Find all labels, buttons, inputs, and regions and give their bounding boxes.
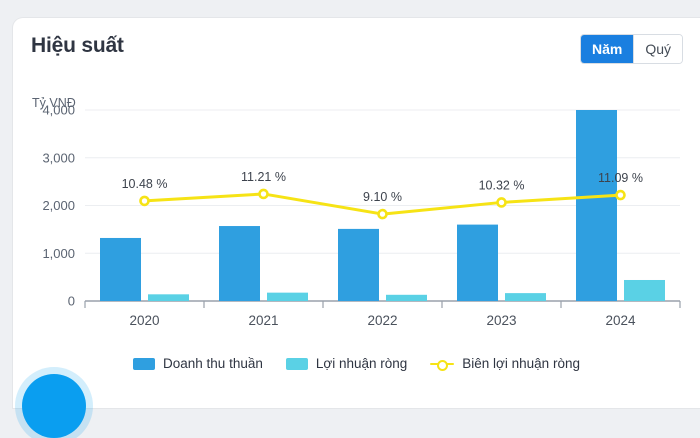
margin-line-value-label: 11.09 %: [598, 171, 643, 185]
margin-line-value-label: 10.32 %: [479, 178, 525, 192]
page-root: Hiệu suất Năm Quý Tỷ VNĐ 0 1,000 2,000 3,00…: [13, 18, 700, 438]
chart-plot-area: 0 1,000 2,000 3,000 4,000 2020 2021 2022 2023 202…: [13, 18, 700, 408]
legend-line-dot-icon: [437, 359, 449, 371]
x-axis-category-label: 2022: [367, 313, 397, 328]
y-axis-tick-label: 2,000: [42, 198, 75, 213]
y-axis-tick-label: 0: [68, 294, 75, 309]
legend-swatch-revenue: [133, 357, 156, 370]
bar-profit[interactable]: [624, 279, 665, 301]
margin-line-point[interactable]: [258, 188, 269, 200]
legend-marker-margin: [430, 358, 455, 371]
x-axis-category-label: 2024: [605, 313, 636, 328]
legend-label-margin: Biên lợi nhuận ròng: [462, 356, 580, 371]
x-axis-category-label: 2020: [129, 313, 159, 328]
margin-line-point[interactable]: [139, 195, 150, 207]
bar-profit[interactable]: [267, 292, 308, 301]
bar-profit[interactable]: [148, 294, 189, 301]
chart-legend: Doanh thu thuần Lợi nhuận ròng Biên lợi …: [13, 356, 700, 371]
y-axis-tick-label: 1,000: [42, 246, 75, 261]
bar-revenue[interactable]: [576, 110, 617, 301]
margin-line-value-label: 9.10 %: [363, 190, 402, 204]
y-axis-unit-label: Tỷ VNĐ: [32, 96, 76, 110]
bar-profit[interactable]: [386, 294, 427, 301]
margin-line-point[interactable]: [615, 189, 626, 201]
margin-line-value-label: 11.21 %: [241, 170, 286, 184]
margin-line-point[interactable]: [496, 197, 507, 208]
bar-revenue[interactable]: [219, 226, 260, 301]
bar-revenue[interactable]: [457, 224, 498, 301]
x-axis-category-label: 2023: [486, 313, 516, 328]
margin-line-value-label: 10.48 %: [122, 177, 168, 191]
card-header: Hiệu suất Năm Quý: [13, 18, 700, 76]
margin-line-path: [143, 192, 622, 216]
legend-item-profit[interactable]: Lợi nhuận ròng: [285, 356, 408, 371]
legend-item-margin[interactable]: Biên lợi nhuận ròng: [430, 356, 580, 371]
y-axis-tick-label: 3,000: [42, 150, 75, 165]
chat-widget-button[interactable]: [22, 374, 86, 438]
legend-swatch-profit: [285, 357, 308, 370]
margin-line-point[interactable]: [377, 208, 388, 220]
toggle-year-button[interactable]: Năm: [580, 35, 634, 63]
bar-profit[interactable]: [505, 293, 546, 301]
x-axis-category-label: 2021: [248, 313, 278, 328]
period-toggle-group[interactable]: Năm Quý: [579, 34, 683, 64]
bar-revenue[interactable]: [100, 237, 141, 301]
toggle-quarter-button[interactable]: Quý: [633, 35, 682, 63]
bar-revenue[interactable]: [338, 228, 379, 301]
legend-label-profit: Lợi nhuận ròng: [315, 356, 408, 371]
performance-card: Hiệu suất Năm Quý Tỷ VNĐ 0 1,000 2,000 3,00…: [13, 18, 700, 408]
page-title: Hiệu suất: [31, 34, 124, 57]
legend-label-revenue: Doanh thu thuần: [163, 356, 263, 371]
legend-item-revenue[interactable]: Doanh thu thuần: [133, 356, 263, 371]
